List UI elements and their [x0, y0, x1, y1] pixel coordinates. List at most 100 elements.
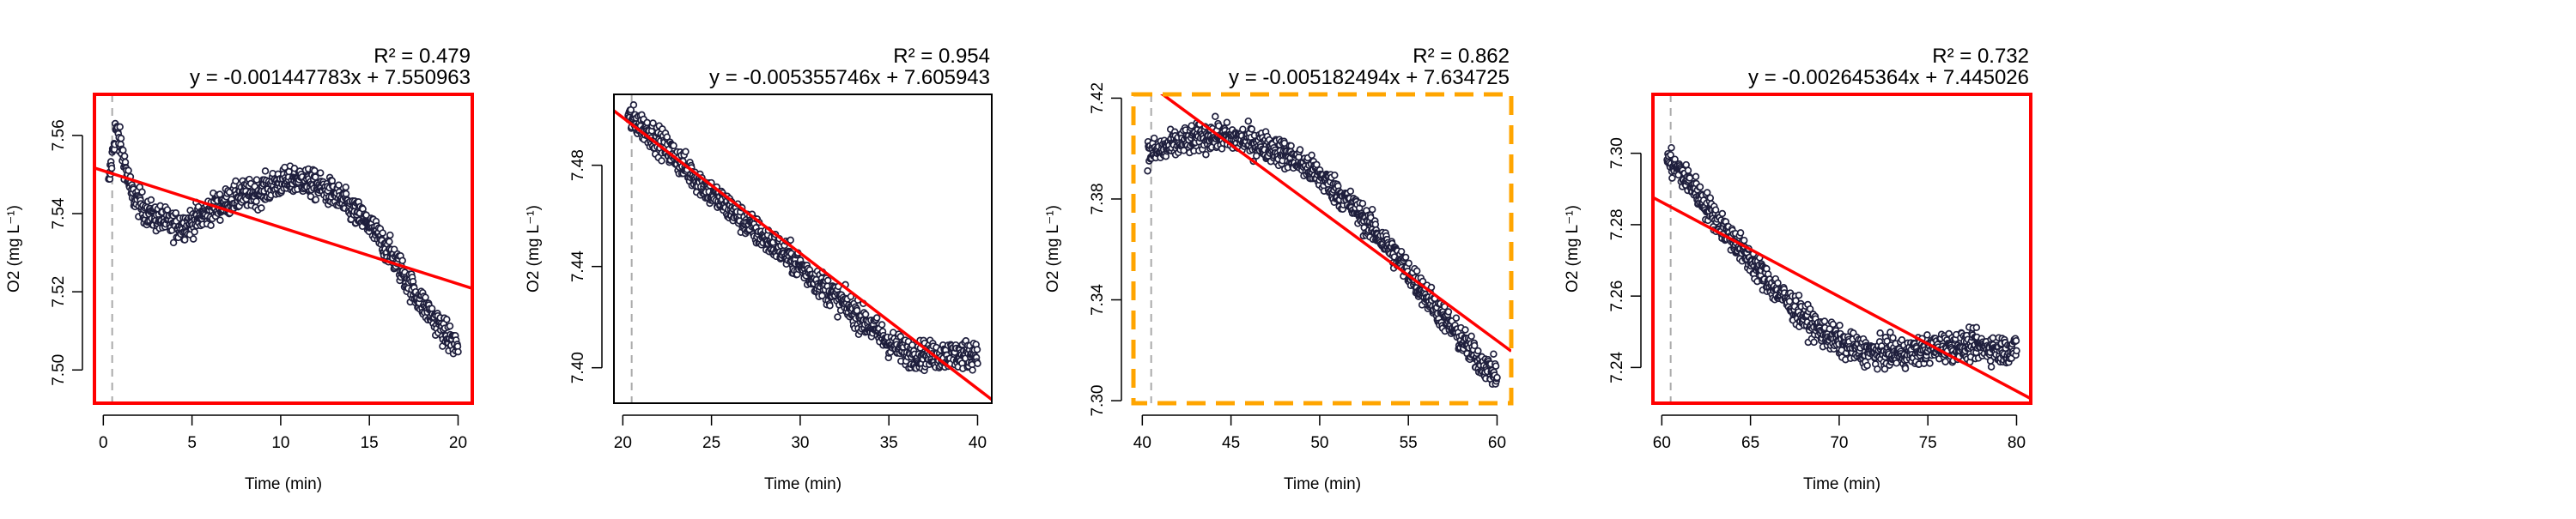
- data-point: [1413, 267, 1421, 275]
- data-point: [908, 341, 916, 349]
- data-point: [1923, 331, 1931, 339]
- data-point: [1795, 291, 1803, 299]
- data-point: [117, 135, 125, 142]
- x-tick-label: 0: [99, 434, 108, 452]
- y-tick-label: 7.40: [569, 352, 587, 383]
- data-point: [1667, 151, 1674, 159]
- y-tick-label: 7.34: [1089, 284, 1107, 316]
- data-point: [386, 238, 393, 245]
- y-tick-label: 7.50: [50, 354, 68, 386]
- data-point: [107, 164, 116, 172]
- data-point: [823, 276, 832, 285]
- plot-area: [614, 94, 992, 403]
- data-point: [147, 196, 155, 204]
- r-squared-label: R² = 0.954: [893, 45, 990, 68]
- x-tick-label: 80: [2008, 434, 2026, 452]
- data-point: [1987, 363, 1996, 371]
- plot-frame: [1651, 93, 2032, 405]
- data-point: [1452, 314, 1461, 322]
- y-tick-label: 7.56: [50, 119, 68, 151]
- x-tick-label: 75: [1919, 434, 1937, 452]
- x-tick-label: 65: [1741, 434, 1759, 452]
- data-point: [446, 322, 454, 330]
- r-squared-label: R² = 0.862: [1413, 45, 1510, 68]
- data-point: [386, 231, 394, 239]
- y-tick-label: 7.26: [1608, 281, 1626, 312]
- data-point: [1368, 205, 1376, 214]
- x-tick-label: 20: [614, 434, 632, 452]
- data-point: [311, 166, 319, 175]
- data-point: [787, 236, 794, 244]
- data-point: [1397, 247, 1406, 256]
- data-point: [1461, 326, 1469, 334]
- data-point: [629, 101, 638, 109]
- regression-equation: y = -0.001447783x + 7.550963: [190, 66, 471, 89]
- data-point: [1144, 166, 1151, 175]
- data-point: [1490, 350, 1498, 358]
- x-tick-label: 30: [791, 434, 809, 452]
- x-axis-label: Time (min): [764, 475, 841, 493]
- y-tick-label: 7.30: [1089, 385, 1107, 417]
- y-tick-label: 7.52: [50, 276, 68, 308]
- data-point: [1806, 305, 1814, 313]
- data-point: [312, 196, 320, 203]
- data-point: [1346, 187, 1355, 196]
- data-point: [1223, 118, 1231, 126]
- data-point: [658, 157, 665, 165]
- data-point: [125, 166, 132, 175]
- data-point: [1427, 283, 1436, 292]
- x-tick-label: 60: [1488, 434, 1506, 452]
- data-point: [335, 181, 343, 190]
- regression-equation: y = -0.005355746x + 7.605943: [709, 66, 990, 89]
- data-point: [216, 216, 224, 224]
- r-squared-label: R² = 0.479: [374, 45, 471, 68]
- data-point: [169, 238, 178, 247]
- data-point: [1692, 172, 1700, 181]
- data-point: [1492, 362, 1500, 370]
- data-point: [1893, 359, 1900, 367]
- data-point: [1202, 150, 1210, 159]
- y-axis-label: O2 (mg L⁻¹): [5, 205, 23, 293]
- data-point: [826, 301, 834, 310]
- data-point: [312, 173, 319, 181]
- data-point: [1696, 183, 1704, 191]
- data-point: [120, 152, 129, 160]
- data-point: [973, 346, 981, 353]
- data-point: [342, 183, 349, 191]
- data-point: [1989, 334, 1997, 342]
- regression-equation: y = -0.002645364x + 7.445026: [1748, 66, 2029, 89]
- data-point: [1836, 322, 1844, 329]
- plot-frame: [613, 94, 993, 404]
- data-point: [1810, 338, 1818, 347]
- data-point: [1668, 174, 1676, 182]
- data-point: [1820, 317, 1829, 325]
- x-tick-label: 25: [702, 434, 720, 452]
- data-point: [1876, 329, 1884, 337]
- data-point: [261, 167, 270, 175]
- data-point: [1470, 341, 1479, 350]
- data-point: [2013, 347, 2020, 355]
- data-point: [1886, 329, 1894, 336]
- x-tick-label: 40: [1133, 434, 1151, 452]
- y-axis-label: O2 (mg L⁻¹): [525, 205, 543, 293]
- data-point: [454, 347, 462, 356]
- r-squared-label: R² = 0.732: [1932, 45, 2029, 68]
- data-point: [398, 256, 406, 265]
- data-point: [861, 311, 870, 318]
- data-point: [1248, 125, 1256, 133]
- data-point: [1874, 365, 1881, 373]
- data-point: [1889, 334, 1897, 342]
- data-point: [872, 314, 881, 322]
- data-point: [1474, 347, 1482, 355]
- data-point: [1774, 279, 1782, 287]
- data-point: [834, 313, 841, 321]
- plot-area: [1144, 94, 1511, 403]
- x-tick-label: 45: [1222, 434, 1240, 452]
- plot-frame: [1131, 92, 1514, 406]
- x-tick-label: 35: [880, 434, 898, 452]
- y-axis-label: O2 (mg L⁻¹): [1564, 205, 1582, 293]
- data-point: [1736, 229, 1745, 237]
- data-point: [1972, 323, 1981, 332]
- data-point: [1287, 142, 1295, 150]
